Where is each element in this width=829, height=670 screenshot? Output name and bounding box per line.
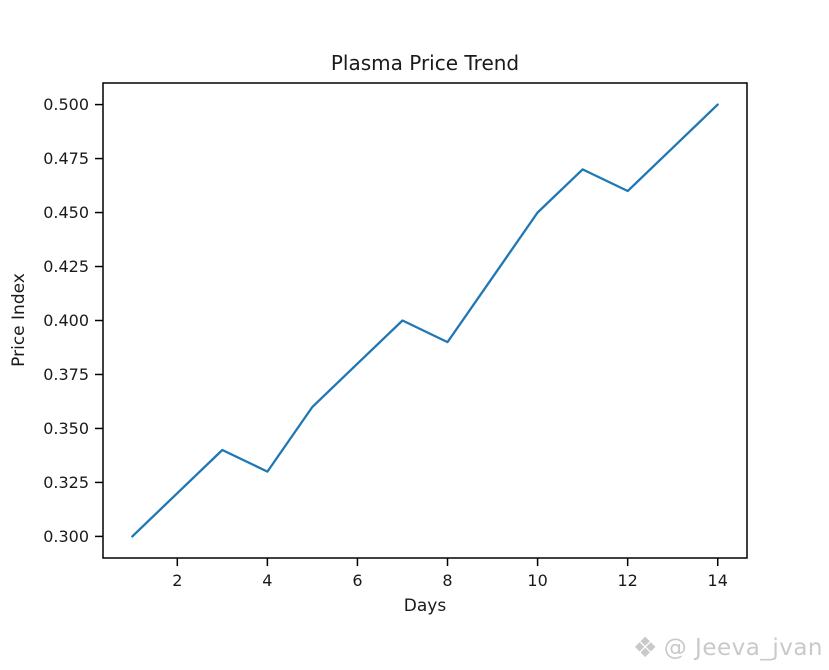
diamond-ornament-icon: ❖ [632,631,658,664]
y-tick-label: 0.300 [43,527,89,546]
price-trend-line [131,103,719,538]
y-tick-label: 0.375 [43,365,89,384]
x-tick-label: 8 [442,571,452,590]
x-tick-label: 4 [262,571,272,590]
y-tick-label: 0.450 [43,203,89,222]
chart-title: Plasma Price Trend [331,51,519,75]
x-axis-ticks: 2 4 6 8 10 12 14 [172,558,728,590]
y-tick-label: 0.475 [43,149,89,168]
y-axis-label: Price Index [9,273,29,367]
watermark-text: @ Jeeva_jvan [663,635,823,661]
watermark: ❖ @ Jeeva_jvan [633,634,823,662]
y-tick-label: 0.425 [43,257,89,276]
plot-area [102,82,748,559]
data-series [131,103,719,538]
x-tick-label: 14 [708,571,728,590]
x-axis-label: Days [404,596,447,616]
x-tick-label: 2 [172,571,182,590]
y-tick-label: 0.500 [43,95,89,114]
x-tick-label: 12 [617,571,637,590]
x-tick-label: 10 [527,571,547,590]
y-axis-ticks: 0.300 0.325 0.350 0.375 0.400 0.425 0.450 0.475… [43,95,103,546]
y-tick-label: 0.350 [43,419,89,438]
y-tick-label: 0.400 [43,311,89,330]
x-tick-label: 6 [352,571,362,590]
y-tick-label: 0.325 [43,473,89,492]
